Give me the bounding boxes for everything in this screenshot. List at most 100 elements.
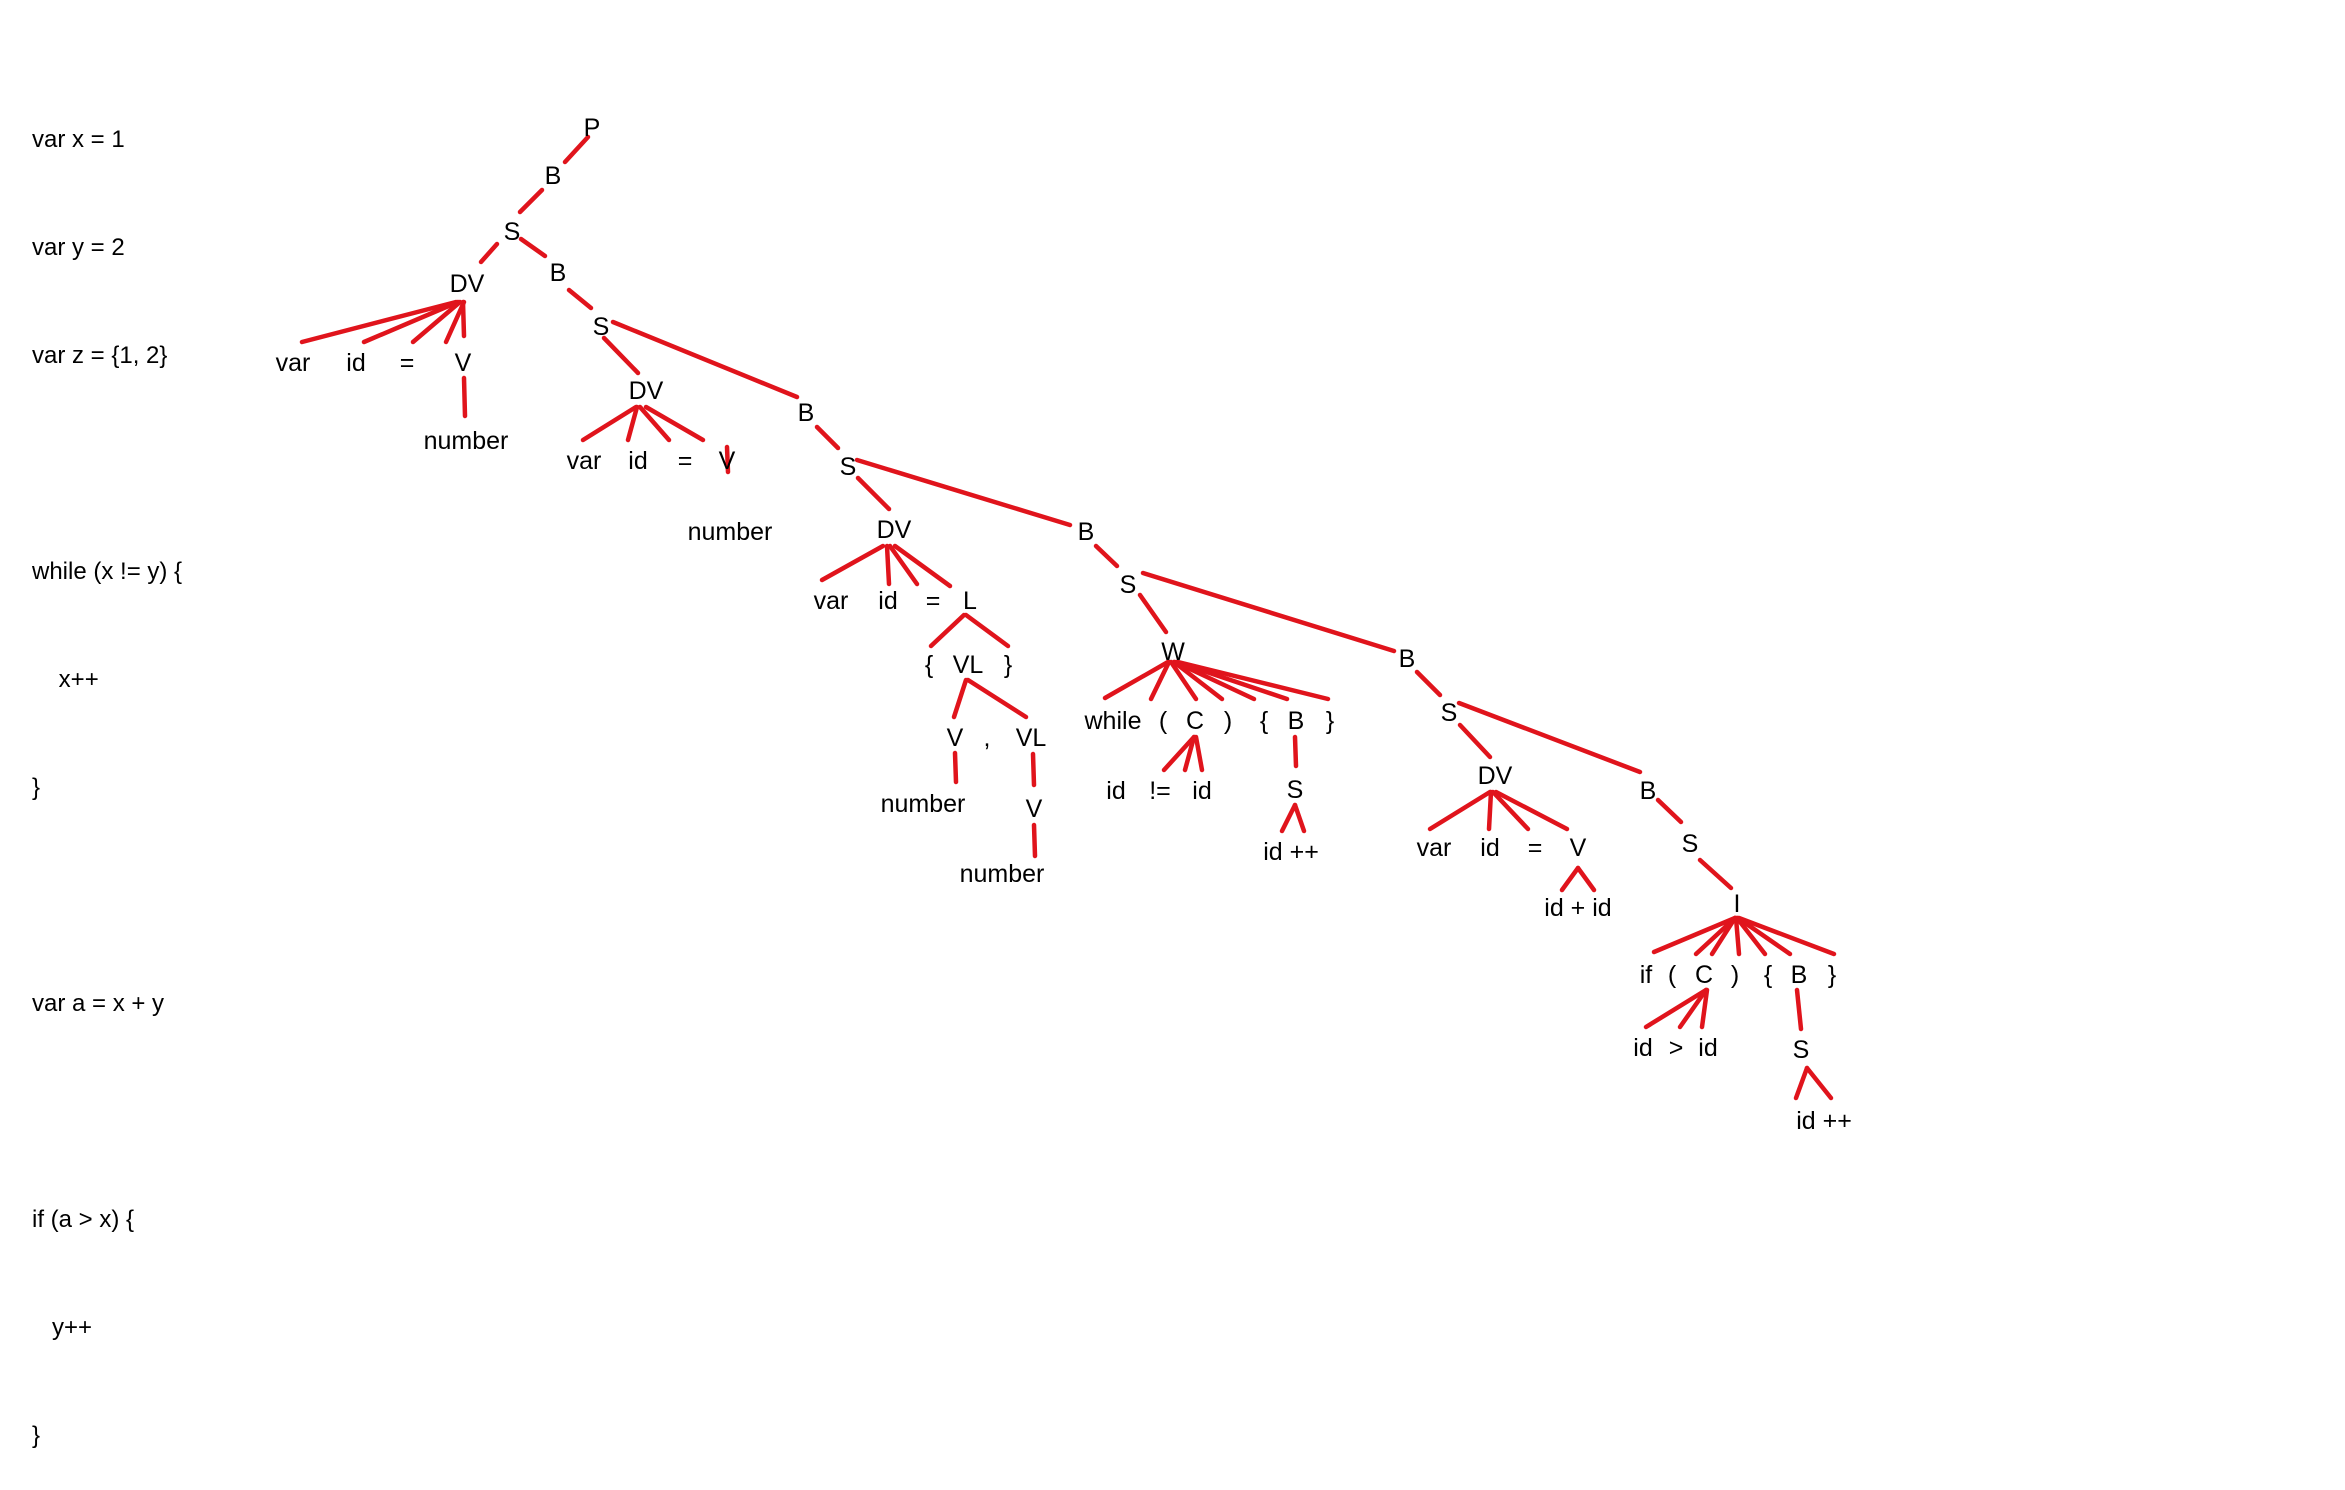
tree-edge — [1140, 570, 1397, 654]
tree-edge — [1456, 700, 1643, 775]
tree-edge — [951, 677, 969, 720]
tree-node-label: number — [424, 427, 509, 455]
tree-node-label: { — [1260, 707, 1268, 735]
tree-node-label: ) — [1731, 961, 1739, 989]
tree-node-label: V — [947, 724, 964, 752]
tree-node-label: var — [276, 349, 311, 377]
tree-node-label: number — [960, 860, 1045, 888]
tree-edge — [517, 187, 545, 215]
tree-node-label: B — [798, 399, 815, 427]
tree-node-label: DV — [629, 377, 664, 405]
tree-node-label: S — [1287, 776, 1304, 804]
tree-edge — [1486, 789, 1494, 832]
tree-node-label: S — [593, 313, 610, 341]
tree-edge — [610, 319, 800, 400]
tree-node-label: { — [925, 651, 933, 679]
tree-node-label: VL — [953, 651, 984, 679]
tree-edge — [1292, 802, 1307, 834]
code-line: var a = x + y — [32, 990, 165, 1017]
tree-edge — [518, 236, 548, 259]
tree-edge — [1559, 865, 1581, 893]
tree-edge — [1292, 734, 1299, 769]
tree-edge — [1655, 797, 1684, 825]
tree-node-label: DV — [877, 516, 912, 544]
tree-node-label: V — [719, 447, 736, 475]
tree-edge — [1279, 802, 1298, 834]
tree-node-label: V — [455, 349, 472, 377]
tree-edge — [478, 241, 500, 265]
tree-edge — [1709, 915, 1738, 957]
tree-edge — [1031, 822, 1038, 859]
tree-node-label: var — [814, 587, 849, 615]
tree-node-label: W — [1161, 638, 1185, 666]
code-line: } — [32, 774, 41, 801]
code-line: var x = 1 — [32, 126, 125, 153]
code-line: } — [32, 1422, 41, 1449]
tree-node-label: = — [926, 587, 941, 615]
tree-node-label: S — [504, 218, 521, 246]
tree-edge — [963, 612, 1011, 649]
tree-edge — [1168, 659, 1199, 702]
code-line: var y = 2 — [32, 234, 125, 261]
tree-node-label: DV — [450, 270, 485, 298]
tree-node-label: id — [1698, 1034, 1717, 1062]
tree-edge — [637, 404, 672, 443]
tree-edge — [1734, 915, 1768, 957]
tree-edge — [1697, 857, 1734, 891]
tree-edge — [1733, 915, 1742, 957]
tree-node-label: id — [878, 587, 897, 615]
tree-edge — [854, 457, 1073, 528]
tree-edge — [1794, 987, 1804, 1032]
tree-edge — [562, 134, 591, 165]
tree-edge — [361, 299, 461, 345]
tree-node-label: S — [1441, 699, 1458, 727]
tree-node-label: C — [1695, 961, 1713, 989]
tree-node-label: } — [1326, 707, 1334, 735]
tree-edge — [410, 299, 463, 345]
code-line: var z = {1, 2} — [32, 342, 168, 369]
code-line: if (a > x) { — [32, 1206, 135, 1233]
tree-edge — [1677, 987, 1709, 1030]
tree-edge — [724, 444, 731, 475]
tree-node-label: ) — [1224, 707, 1232, 735]
tree-node-label: B — [550, 259, 567, 287]
tree-node-label: = — [400, 349, 415, 377]
tree-edge — [887, 543, 920, 587]
tree-edge — [1804, 1065, 1834, 1101]
tree-node-label: != — [1149, 777, 1171, 805]
tree-node-label: while — [1084, 707, 1142, 735]
code-line: x++ — [32, 666, 99, 693]
tree-edge — [299, 299, 459, 345]
tree-edge — [965, 677, 1029, 720]
tree-node-label: B — [1399, 645, 1416, 673]
tree-node-label: } — [1004, 651, 1012, 679]
tree-edge — [1427, 789, 1493, 832]
tree-edge — [1793, 1065, 1810, 1101]
code-line: while (x != y) { — [32, 558, 183, 585]
tree-node-label: B — [1640, 777, 1657, 805]
tree-edges — [299, 134, 1837, 1101]
tree-node-label: id — [346, 349, 365, 377]
tree-edge — [1175, 659, 1331, 702]
tree-edge — [1699, 987, 1710, 1030]
tree-edge — [1093, 543, 1120, 569]
tree-edge — [1575, 865, 1597, 893]
tree-node-label: ( — [1668, 961, 1677, 989]
tree-node-label: DV — [1478, 762, 1513, 790]
tree-edge — [1030, 751, 1037, 788]
tree-node-label: V — [1570, 834, 1587, 862]
tree-node-label: S — [1120, 571, 1137, 599]
tree-edge — [1736, 915, 1837, 957]
tree-node-label: C — [1186, 707, 1204, 735]
tree-node-label: number — [881, 790, 966, 818]
tree-node-label: id + id — [1544, 894, 1611, 922]
tree-edge — [1148, 659, 1172, 702]
tree-edge — [460, 299, 467, 339]
tree-node-label: B — [1791, 961, 1808, 989]
tree-edge — [855, 475, 892, 512]
tree-node-label: number — [688, 518, 773, 546]
tree-edge — [580, 404, 639, 443]
tree-node-label: V — [1026, 795, 1043, 823]
tree-edge — [643, 404, 706, 443]
tree-node-label: B — [1078, 518, 1095, 546]
